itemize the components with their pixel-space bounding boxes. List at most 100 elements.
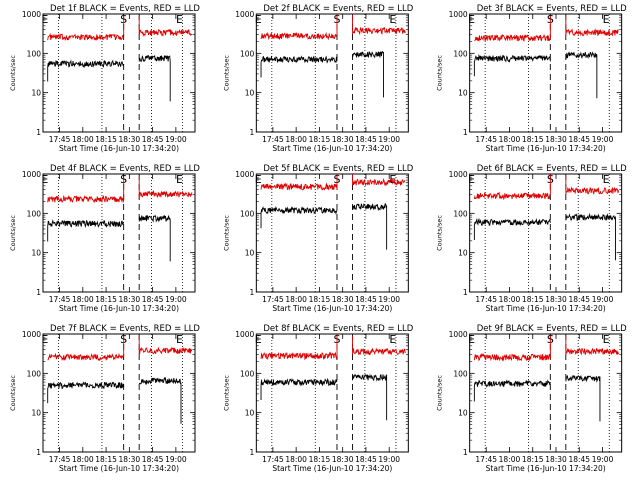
y-tick-label: 1000 bbox=[22, 170, 41, 179]
x-axis-label: Start Time (16-Jun-10 17:34:20) bbox=[486, 304, 606, 313]
x-tick-label: 18:45 bbox=[568, 295, 590, 304]
lld-series-line bbox=[47, 177, 125, 204]
event-marker-label: E bbox=[176, 333, 183, 346]
y-tick-label: 1 bbox=[250, 288, 255, 297]
x-tick-label: 17:45 bbox=[475, 295, 497, 304]
x-tick-label: 17:45 bbox=[475, 455, 497, 464]
x-tick-label: 17:45 bbox=[262, 455, 284, 464]
plot-frame bbox=[255, 13, 409, 133]
y-axis-label: Counts/sec bbox=[436, 375, 444, 411]
plot-frame bbox=[469, 173, 623, 293]
x-tick-label: 19:00 bbox=[378, 455, 400, 464]
events-series-line bbox=[352, 203, 388, 250]
plot-frame bbox=[42, 13, 196, 133]
plot-frame bbox=[42, 173, 196, 293]
lld-series-line bbox=[352, 14, 406, 36]
chart-panel: Det 4f BLACK = Events, RED = LLD 1 10 100 10… bbox=[9, 164, 200, 313]
events-series-line bbox=[473, 217, 551, 240]
y-tick-label: 1000 bbox=[449, 170, 468, 179]
events-series-line bbox=[47, 219, 125, 242]
x-tick-label: 18:30 bbox=[119, 295, 141, 304]
lld-series-line bbox=[47, 15, 125, 42]
x-tick-label: 18:45 bbox=[142, 295, 164, 304]
x-axis-label: Start Time (16-Jun-10 17:34:20) bbox=[272, 144, 392, 153]
y-tick-label: 10 bbox=[31, 409, 41, 418]
y-tick-label: 100 bbox=[240, 49, 255, 58]
y-tick-label: 1000 bbox=[235, 330, 254, 339]
x-tick-label: 18:45 bbox=[568, 455, 590, 464]
y-tick-label: 1000 bbox=[449, 330, 468, 339]
x-tick-label: 18:45 bbox=[355, 135, 377, 144]
y-tick-label: 10 bbox=[458, 409, 468, 418]
x-tick-label: 17:45 bbox=[475, 135, 497, 144]
x-tick-label: 18:15 bbox=[522, 135, 544, 144]
plot-frame bbox=[469, 13, 623, 133]
chart-panel: Det 8f BLACK = Events, RED = LLD 1 10 100 10… bbox=[222, 324, 413, 473]
x-axis-label: Start Time (16-Jun-10 17:34:20) bbox=[59, 304, 179, 313]
x-axis-label: Start Time (16-Jun-10 17:34:20) bbox=[272, 464, 392, 473]
events-series-line bbox=[565, 374, 601, 422]
events-series-line bbox=[47, 381, 125, 404]
x-tick-label: 18:00 bbox=[72, 455, 94, 464]
x-tick-label: 18:15 bbox=[309, 135, 331, 144]
y-tick-label: 10 bbox=[245, 89, 255, 98]
x-tick-label: 19:00 bbox=[165, 295, 187, 304]
event-marker-label: E bbox=[41, 333, 48, 346]
chart-panel: Det 6f BLACK = Events, RED = LLD 1 10 100 10… bbox=[436, 164, 627, 313]
x-tick-label: 18:00 bbox=[499, 135, 521, 144]
plot-frame bbox=[255, 333, 409, 453]
y-tick-label: 1000 bbox=[235, 10, 254, 19]
x-axis-label: Start Time (16-Jun-10 17:34:20) bbox=[59, 464, 179, 473]
chart-panel: Det 1f BLACK = Events, RED = LLD 1 10 100 10… bbox=[9, 4, 200, 153]
x-tick-label: 18:30 bbox=[332, 455, 354, 464]
events-series-line bbox=[138, 214, 171, 262]
events-series-line bbox=[565, 51, 598, 99]
x-tick-label: 18:15 bbox=[95, 295, 117, 304]
chart-title: Det 1f BLACK = Events, RED = LLD bbox=[50, 4, 200, 14]
event-marker-label: E bbox=[603, 173, 610, 186]
x-tick-label: 18:00 bbox=[285, 135, 307, 144]
lld-series-line bbox=[352, 174, 406, 187]
lld-series-line bbox=[138, 178, 193, 199]
x-axis-label: Start Time (16-Jun-10 17:34:20) bbox=[486, 464, 606, 473]
event-marker-label: E bbox=[603, 13, 610, 26]
y-axis-label: Counts/sec bbox=[222, 215, 230, 251]
y-axis-label: Counts/sec bbox=[9, 55, 17, 91]
x-tick-label: 17:45 bbox=[262, 295, 284, 304]
y-tick-label: 1 bbox=[463, 288, 468, 297]
y-tick-label: 1 bbox=[36, 448, 41, 457]
x-axis-label: Start Time (16-Jun-10 17:34:20) bbox=[59, 144, 179, 153]
x-tick-label: 18:15 bbox=[95, 455, 117, 464]
y-tick-label: 1 bbox=[36, 128, 41, 137]
x-tick-label: 18:30 bbox=[332, 135, 354, 144]
lld-series-line bbox=[473, 335, 551, 362]
lld-series-line bbox=[138, 16, 193, 37]
plot-frame bbox=[469, 333, 623, 453]
chart-title: Det 4f BLACK = Events, RED = LLD bbox=[50, 164, 200, 174]
chart-title: Det 5f BLACK = Events, RED = LLD bbox=[263, 164, 413, 174]
lld-series-line bbox=[473, 174, 551, 201]
events-series-line bbox=[138, 376, 182, 424]
y-tick-label: 1 bbox=[250, 448, 255, 457]
x-tick-label: 18:15 bbox=[95, 135, 117, 144]
chart-title: Det 9f BLACK = Events, RED = LLD bbox=[477, 324, 627, 334]
y-tick-label: 1000 bbox=[235, 170, 254, 179]
x-tick-label: 18:15 bbox=[309, 295, 331, 304]
event-marker-label: E bbox=[255, 333, 262, 346]
events-series-line bbox=[260, 55, 338, 78]
y-tick-label: 100 bbox=[27, 369, 42, 378]
y-axis-label: Counts/sec bbox=[436, 215, 444, 251]
events-series-line bbox=[473, 53, 551, 77]
events-series-line bbox=[138, 54, 171, 102]
y-tick-label: 10 bbox=[245, 409, 255, 418]
events-series-line bbox=[47, 59, 125, 82]
x-tick-label: 18:30 bbox=[545, 295, 567, 304]
lld-series-line bbox=[565, 16, 619, 37]
x-tick-label: 18:00 bbox=[285, 455, 307, 464]
x-tick-label: 18:45 bbox=[142, 455, 164, 464]
y-tick-label: 10 bbox=[31, 249, 41, 258]
x-tick-label: 17:45 bbox=[49, 455, 71, 464]
x-tick-label: 18:15 bbox=[309, 455, 331, 464]
y-axis-label: Counts/sec bbox=[9, 375, 17, 411]
